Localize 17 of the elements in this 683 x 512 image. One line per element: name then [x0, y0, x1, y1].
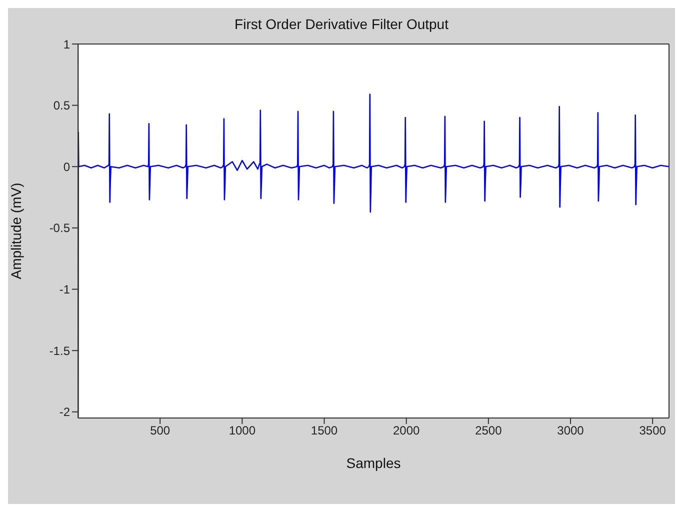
- x-tick-label: 1000: [228, 424, 256, 438]
- y-tick-label: -2: [59, 405, 70, 420]
- chart-title: First Order Derivative Filter Output: [234, 16, 450, 32]
- y-tick-label: -0.5: [49, 221, 70, 236]
- y-tick-label: 0: [63, 160, 70, 174]
- x-tick-label: 3000: [557, 424, 584, 438]
- x-tick-label: 2000: [392, 424, 420, 438]
- x-tick-label: 1500: [310, 424, 338, 438]
- y-tick-label: -1: [59, 282, 70, 297]
- x-tick-label: 3500: [639, 424, 666, 438]
- x-tick-label: 2500: [475, 424, 502, 438]
- y-tick-label: -1.5: [49, 344, 70, 358]
- y-tick-label: 1: [63, 37, 70, 52]
- x-axis-title: Samples: [346, 455, 401, 471]
- y-axis-title: Amplitude (mV): [8, 182, 24, 280]
- x-tick-label: 500: [150, 424, 170, 438]
- y-tick-label: 0.5: [53, 98, 70, 113]
